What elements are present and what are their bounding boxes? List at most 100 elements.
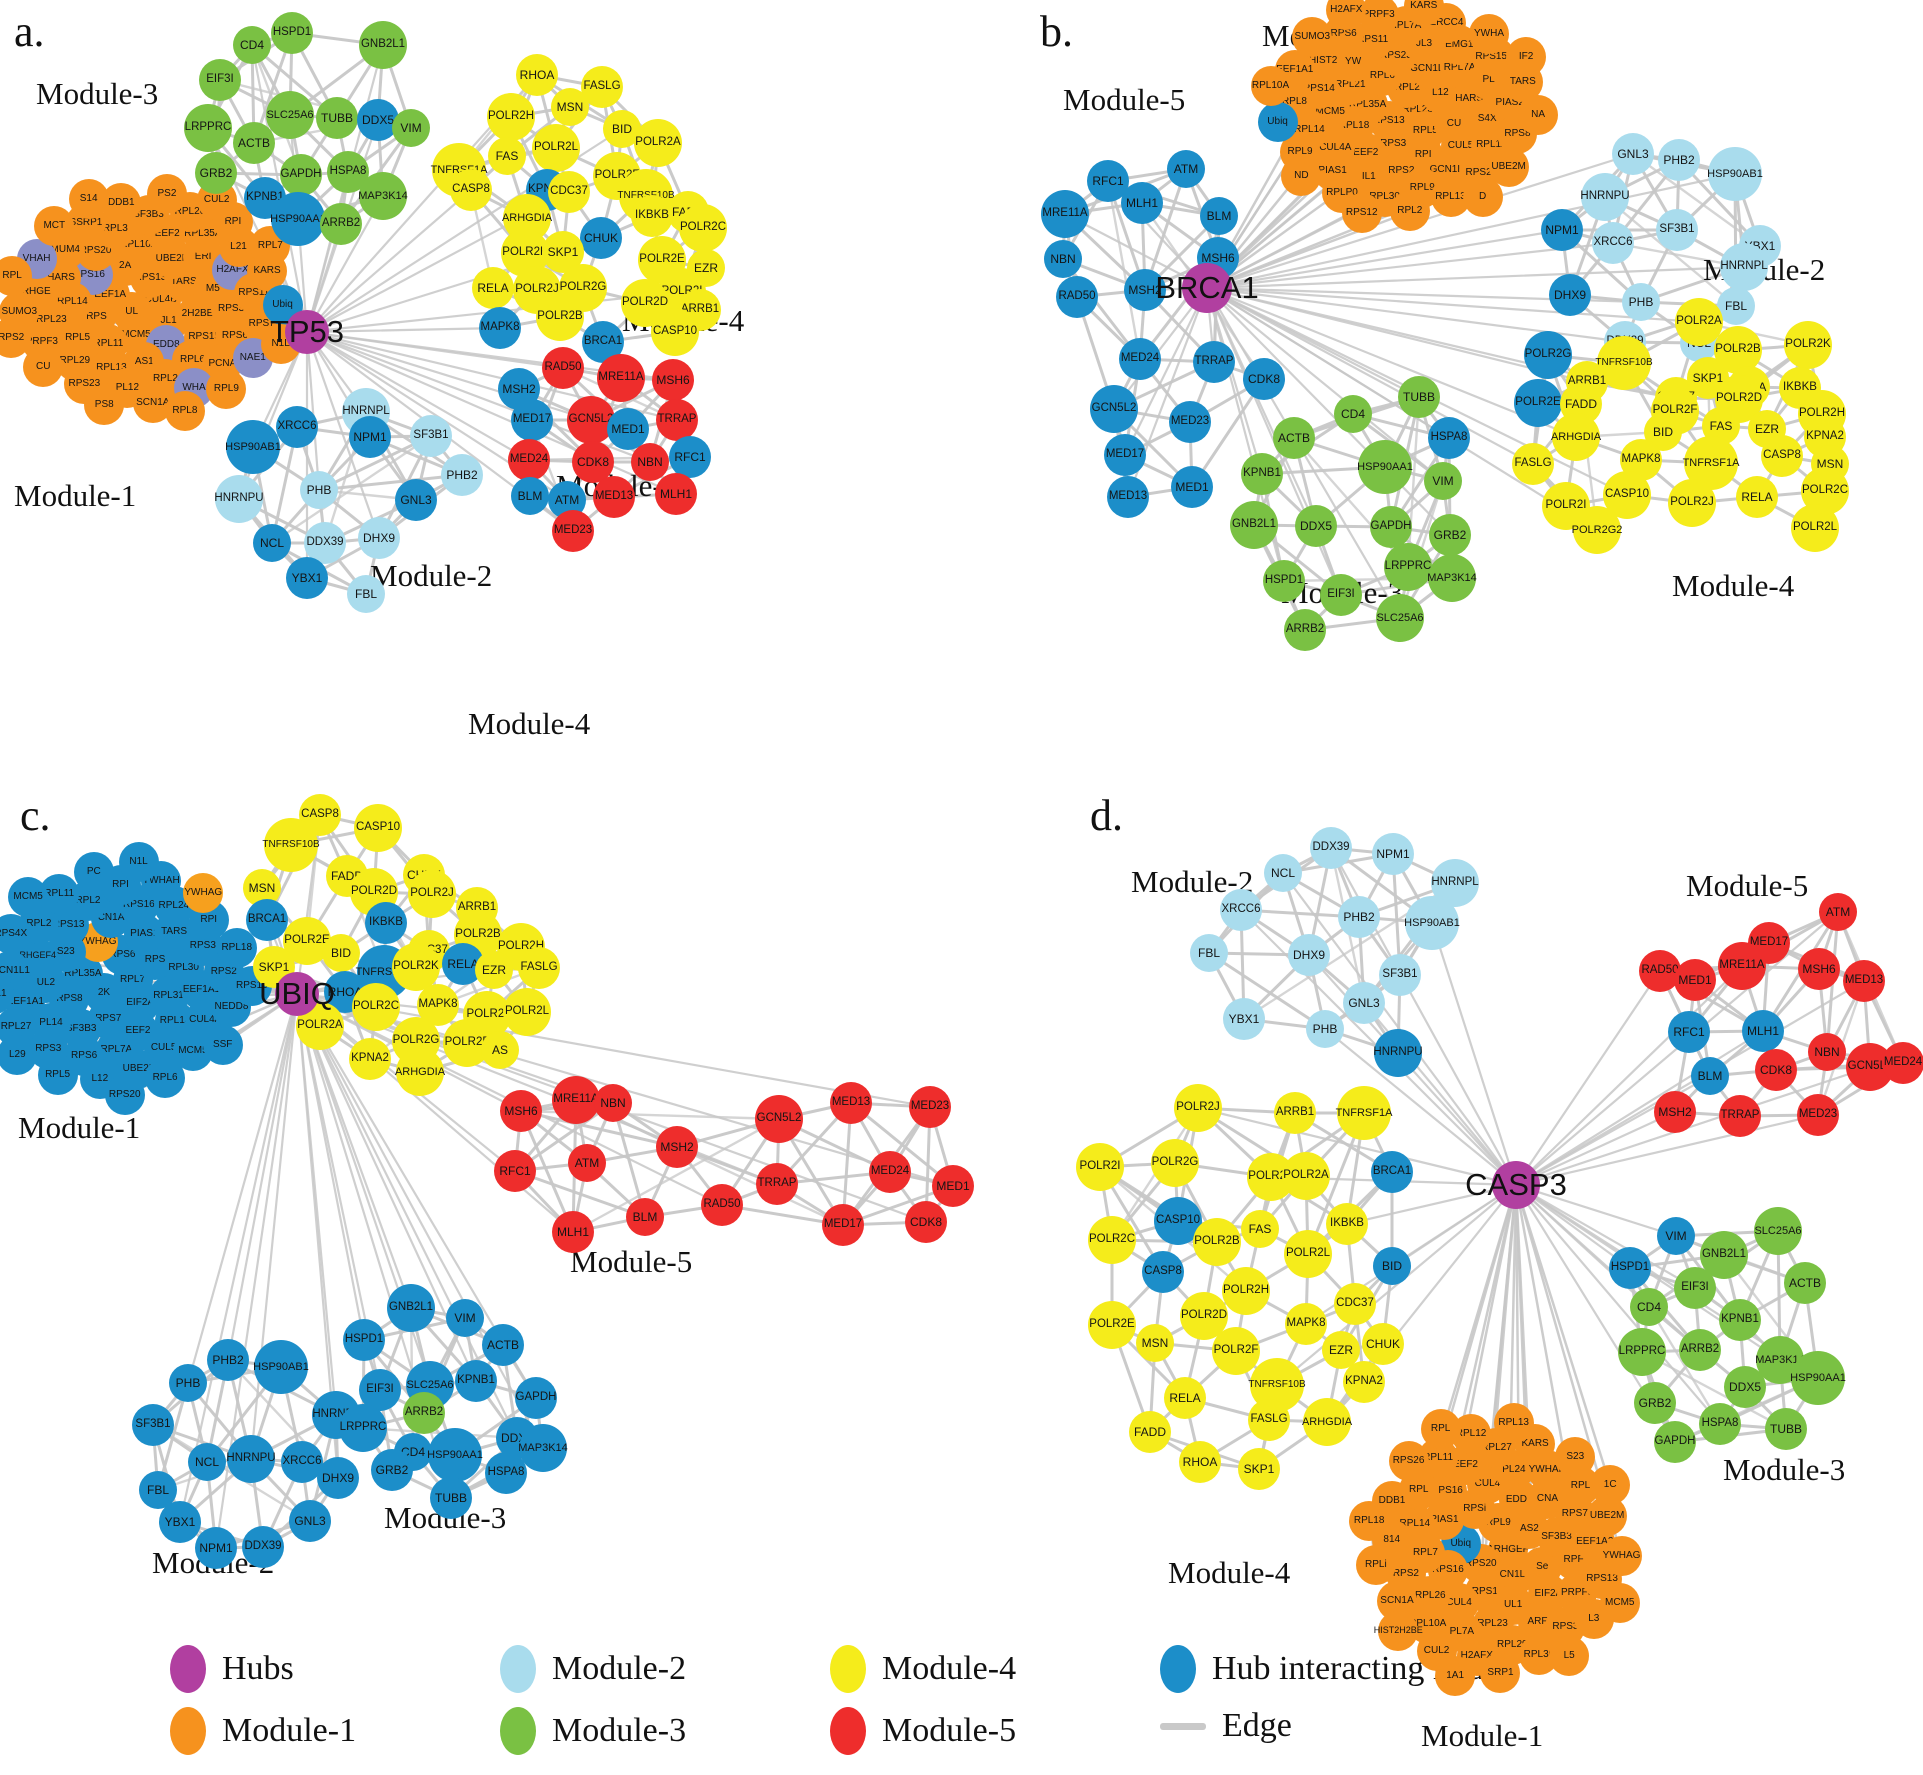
network-node[interactable]: CDK8	[1755, 1049, 1797, 1091]
network-node[interactable]: NA	[1518, 95, 1559, 136]
network-node[interactable]: MED23	[909, 1086, 951, 1128]
network-node[interactable]: RHOA	[516, 54, 558, 96]
network-node[interactable]: S14	[68, 178, 109, 219]
network-node[interactable]: FBL	[347, 575, 385, 613]
network-node[interactable]: HSP90AA1	[427, 1428, 483, 1482]
network-node[interactable]: ARHGDIA	[395, 1048, 445, 1096]
network-node[interactable]: MAP3K14	[358, 172, 408, 220]
network-node[interactable]: GAPDH	[1370, 506, 1412, 548]
network-node[interactable]: RELA	[472, 267, 514, 309]
network-node[interactable]: L5	[1549, 1636, 1590, 1677]
network-node[interactable]: MED1	[932, 1165, 974, 1207]
network-node[interactable]: EIF3I	[1674, 1267, 1716, 1309]
network-node[interactable]: ARHGDIA	[1551, 413, 1601, 461]
network-node[interactable]: DHX9	[317, 1457, 359, 1499]
network-node[interactable]: GRB2	[1429, 514, 1471, 556]
network-node[interactable]: MED17	[1104, 434, 1146, 476]
network-node[interactable]: S23	[1555, 1436, 1596, 1477]
network-node[interactable]: GNB2L1	[1230, 501, 1278, 549]
network-node[interactable]: L29	[0, 1035, 38, 1076]
network-node[interactable]: FBL	[1190, 934, 1228, 972]
network-node[interactable]: CD4	[1630, 1288, 1668, 1326]
network-node[interactable]: ARHGDIA	[1302, 1398, 1352, 1446]
network-node[interactable]: MCT	[34, 206, 75, 247]
network-node[interactable]: MSH6	[500, 1090, 542, 1132]
network-node[interactable]: MSN	[1136, 1324, 1174, 1362]
network-node[interactable]: HSPD1	[1609, 1247, 1651, 1289]
network-node[interactable]: HSP90AB1	[225, 420, 281, 474]
hub-node-ubiq[interactable]: UBIQ	[259, 972, 335, 1016]
network-node[interactable]: MED23	[1797, 1094, 1839, 1136]
network-node[interactable]: ND	[1281, 156, 1322, 197]
network-node[interactable]: SLC25A6	[1376, 594, 1424, 642]
network-node[interactable]: POLR2I	[1076, 1143, 1124, 1191]
network-node[interactable]: CDK8	[905, 1201, 947, 1243]
network-node[interactable]: HSP90AB1	[253, 1340, 309, 1394]
network-node[interactable]: SF3B1	[132, 1404, 174, 1446]
network-node[interactable]: 1A1	[1435, 1655, 1476, 1696]
network-node[interactable]: RFC1	[1668, 1011, 1710, 1053]
network-node[interactable]: GAPDH	[1654, 1421, 1696, 1463]
network-node[interactable]: TUBB	[316, 97, 358, 139]
network-node[interactable]: DDX5	[1724, 1366, 1766, 1408]
network-node[interactable]: VIM	[446, 1299, 484, 1337]
network-node[interactable]: MCM5	[1599, 1582, 1640, 1623]
network-node[interactable]: RHOA	[1179, 1441, 1221, 1483]
network-node[interactable]: KPNA2	[349, 1038, 391, 1080]
network-node[interactable]: PHB2	[1338, 896, 1380, 938]
network-node[interactable]: BLM	[1691, 1057, 1729, 1095]
network-node[interactable]: CDK8	[1243, 358, 1285, 400]
network-node[interactable]: MLH1	[552, 1211, 594, 1253]
network-node[interactable]: D	[1462, 177, 1503, 218]
network-node[interactable]: YBX1	[1223, 998, 1265, 1040]
network-node[interactable]: LRPPRC	[1384, 543, 1432, 591]
network-node[interactable]: CASP8	[1761, 435, 1803, 477]
network-node[interactable]: ACTB	[1784, 1262, 1826, 1304]
network-node[interactable]: SF3B1	[1656, 209, 1698, 251]
network-node[interactable]: POLR2E	[1514, 379, 1562, 427]
network-node[interactable]: TNFRSF1A	[1336, 1086, 1392, 1140]
network-node[interactable]: MED24	[508, 439, 550, 481]
network-node[interactable]: SF3B1	[410, 415, 452, 457]
network-node[interactable]: YBX1	[159, 1501, 201, 1543]
network-node[interactable]: SLC25A6	[1754, 1207, 1802, 1255]
network-node[interactable]: RPL10A	[1250, 66, 1291, 107]
network-node[interactable]: CD4	[233, 26, 271, 64]
network-node[interactable]: RPS26	[1388, 1441, 1429, 1482]
network-node[interactable]: HNRNPU	[226, 1435, 276, 1483]
network-node[interactable]: GNL3	[1612, 133, 1654, 175]
network-node[interactable]: DDX39	[1310, 827, 1352, 869]
network-node[interactable]: NPM1	[1372, 833, 1414, 875]
network-node[interactable]: CASP8	[1142, 1251, 1184, 1293]
network-node[interactable]: XRCC6	[1592, 222, 1634, 264]
network-node[interactable]: Ubiq	[1257, 102, 1298, 143]
network-node[interactable]: GAPDH	[280, 154, 322, 196]
network-node[interactable]: TUBB	[430, 1477, 472, 1519]
network-node[interactable]: NBN	[594, 1084, 632, 1122]
network-node[interactable]: KPNA2	[1343, 1361, 1385, 1403]
network-node[interactable]: MSH2	[656, 1126, 698, 1168]
network-node[interactable]: POLR2L	[503, 988, 551, 1036]
network-node[interactable]: TRRAP	[1719, 1095, 1761, 1137]
network-node[interactable]: MED24	[1882, 1042, 1923, 1084]
network-node[interactable]: CHUK	[580, 217, 622, 259]
network-node[interactable]: RFC1	[669, 436, 711, 478]
network-node[interactable]: RPL6	[145, 1058, 186, 1099]
network-node[interactable]: ATM	[1167, 150, 1205, 188]
network-node[interactable]: YWHAG	[1601, 1536, 1642, 1577]
network-node[interactable]: KPNB1	[1241, 453, 1283, 495]
network-node[interactable]: NBN	[631, 443, 669, 481]
network-node[interactable]: SLC25A6	[266, 91, 314, 139]
network-node[interactable]: LRPPRC	[1618, 1328, 1666, 1376]
network-node[interactable]: MED24	[869, 1151, 911, 1193]
network-node[interactable]: PHB2	[441, 454, 483, 496]
network-node[interactable]: MAP3K14	[1427, 554, 1477, 602]
network-node[interactable]: RPL5	[37, 1054, 78, 1095]
network-node[interactable]: RAD50	[1056, 276, 1098, 318]
network-node[interactable]: FASLG	[1248, 1399, 1290, 1441]
network-node[interactable]: HSPD1	[1263, 560, 1305, 602]
network-node[interactable]: HSP90AA1	[1357, 440, 1413, 494]
network-node[interactable]: POLR2C	[352, 983, 400, 1031]
network-node[interactable]: CASP10	[651, 308, 699, 356]
network-node[interactable]: HSPD1	[271, 12, 313, 54]
